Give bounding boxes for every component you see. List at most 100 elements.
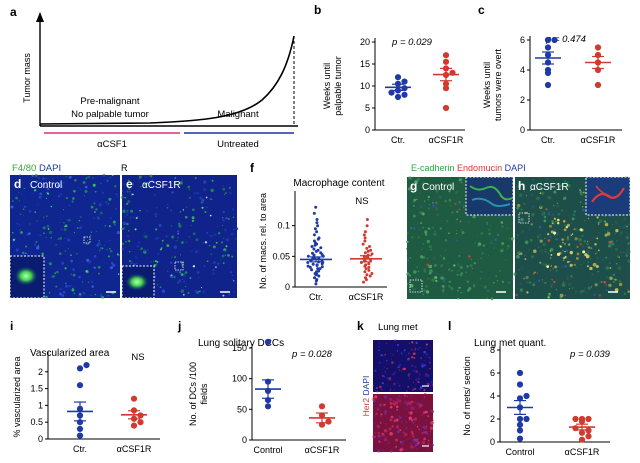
micrograph-speck [462,204,465,207]
micrograph-speck [553,217,557,221]
micrograph-speck [562,219,566,223]
micrograph-speck [443,280,445,283]
micrograph-speck [177,236,179,239]
panel-f-point [311,251,314,255]
micrograph-speck [421,404,424,407]
micrograph-speck [99,246,103,250]
micrograph-speck [19,174,22,176]
micrograph-speck [134,228,137,231]
panel-label-l: l [448,319,451,333]
micrograph-speck [227,254,230,257]
micrograph-speck [542,214,545,217]
panel-b-ytick-label: 15 [360,59,370,69]
micrograph-speck [535,217,538,220]
micrograph-speck [569,261,571,263]
panel-i-ytick-label: 0 [38,434,43,444]
micrograph-speck [565,181,568,184]
micrograph-speck [176,240,178,242]
micrograph-speck [132,193,134,196]
panel-label-h: h [518,179,525,193]
micrograph-speck [38,195,42,199]
micrograph-speck [399,448,403,452]
panel-b-point [442,104,450,112]
micrograph-speck [211,179,214,182]
micrograph-speck [532,205,535,208]
micrograph-speck [184,271,188,274]
micrograph-speck [127,200,131,203]
micrograph-speck [473,262,476,265]
panel-label-b: b [314,3,321,17]
micrograph-speck [383,375,386,378]
micrograph-speck [511,282,514,285]
micrograph-speck [398,363,402,367]
micrograph-speck [142,174,144,176]
panel-label-g: g [410,179,417,193]
micrograph-speck [426,290,430,294]
micrograph-speck [555,238,558,241]
micrograph-speck [496,254,500,257]
micrograph-speck [412,352,416,356]
micrograph-speck [565,256,568,259]
micrograph-speck [47,228,50,230]
micrograph-speck [69,205,71,207]
micrograph-speck [449,205,452,207]
micrograph-speck [417,380,420,383]
micrograph-speck [57,184,60,188]
micrograph-speck [382,449,384,452]
micrograph-speck [437,272,439,275]
panel-g-inset [465,176,514,216]
micrograph-speck [60,192,63,196]
micrograph-speck [566,183,571,188]
micrograph-speck [423,350,426,354]
micrograph-speck [406,395,408,397]
panel-f-point [316,224,320,228]
micrograph-speck [183,274,186,278]
micrograph-speck [462,217,464,219]
micrograph-speck [385,423,387,425]
panel-f-point [362,280,365,284]
micrograph-speck [526,195,528,197]
micrograph-speck [189,197,191,199]
micrograph-speck [401,420,403,423]
micrograph-speck [497,233,499,236]
micrograph-speck [233,280,235,282]
panel-i-ytick-label: 2 [38,367,43,377]
micrograph-speck [424,373,428,376]
micrograph-speck [407,385,410,388]
micrograph-speck [480,231,484,235]
micrograph-speck [488,254,490,256]
micrograph-speck [458,208,461,211]
micrograph-speck [42,226,46,230]
micrograph-speck [558,188,561,191]
micrograph-speck [396,408,398,411]
micrograph-speck [425,217,428,220]
panel-j-annotation: p = 0.028 [291,349,333,360]
micrograph-speck [398,369,400,371]
micrograph-speck [62,182,65,184]
micrograph-speck [496,280,499,282]
micrograph-speck [150,260,153,263]
micrograph-speck [409,283,414,288]
panel-g-micrograph: g Control [406,176,515,301]
micrograph-speck [376,424,381,429]
micrograph-speck [45,177,47,179]
micrograph-speck [87,281,90,284]
micrograph-speck [455,270,459,273]
micrograph-speck [531,194,533,196]
micrograph-speck [561,209,563,212]
panel-l-category-label: Control [505,447,534,457]
micrograph-speck [396,420,399,423]
micrograph-speck [524,211,528,215]
micrograph-speck [22,208,25,210]
micrograph-speck [376,378,378,380]
panel-c-ytick-label: 2 [520,95,525,105]
micrograph-speck [94,190,97,193]
micrograph-speck [551,220,554,223]
micrograph-speck [378,345,380,348]
panel-b-chart: b 0 5 10 15 20 Ctr. αCSF1R Weeks until palpable … [314,3,465,145]
micrograph-speck [235,227,239,231]
micrograph-speck [428,258,431,261]
micrograph-speck [430,431,431,433]
micrograph-speck [555,269,558,272]
micrograph-speck [554,228,557,231]
